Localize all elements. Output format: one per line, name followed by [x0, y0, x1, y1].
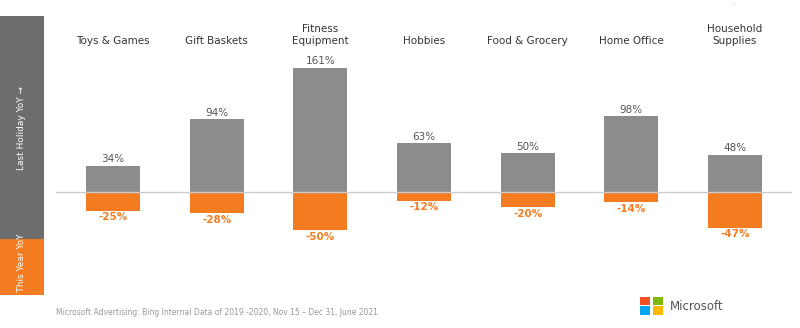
- Text: Household
Supplies: Household Supplies: [707, 24, 762, 46]
- Bar: [397, 143, 451, 192]
- Text: Food & Grocery: Food & Grocery: [487, 36, 568, 46]
- Bar: [501, 192, 554, 207]
- Bar: [86, 192, 140, 211]
- Bar: [190, 119, 244, 192]
- Bar: [86, 166, 140, 192]
- Text: Microsoft Advertising: Bing Internal Data of 2019 -2020, Nov 15 – Dec 31, June 2: Microsoft Advertising: Bing Internal Dat…: [56, 308, 378, 317]
- Text: .: .: [734, 0, 737, 7]
- Text: Gift Baskets: Gift Baskets: [186, 36, 248, 46]
- Bar: [604, 116, 658, 192]
- Bar: [708, 192, 762, 228]
- Text: Toys & Games: Toys & Games: [76, 36, 150, 46]
- Text: 98%: 98%: [620, 105, 643, 115]
- Bar: [190, 192, 244, 213]
- Bar: [294, 68, 347, 192]
- Text: 94%: 94%: [205, 108, 228, 118]
- Text: -14%: -14%: [617, 204, 646, 214]
- Text: Home Office: Home Office: [599, 36, 664, 46]
- Text: 161%: 161%: [306, 56, 335, 66]
- Bar: [708, 155, 762, 192]
- Text: ← This Year YoY: ← This Year YoY: [18, 233, 26, 301]
- Text: 63%: 63%: [413, 132, 435, 142]
- Text: 50%: 50%: [516, 142, 539, 152]
- Text: -25%: -25%: [98, 213, 128, 222]
- Text: Last Holiday YoY →: Last Holiday YoY →: [18, 86, 26, 170]
- Bar: [294, 192, 347, 230]
- Text: 48%: 48%: [723, 143, 746, 153]
- Text: -50%: -50%: [306, 232, 335, 242]
- Bar: [501, 153, 554, 192]
- Text: -28%: -28%: [202, 215, 231, 225]
- Bar: [397, 192, 451, 201]
- Text: -47%: -47%: [720, 229, 750, 239]
- Text: -12%: -12%: [410, 202, 438, 213]
- Text: 34%: 34%: [102, 154, 125, 164]
- Bar: [604, 192, 658, 202]
- Text: -20%: -20%: [513, 209, 542, 219]
- Text: Hobbies: Hobbies: [403, 36, 445, 46]
- Text: Microsoft: Microsoft: [670, 300, 723, 313]
- Text: Fitness
Equipment: Fitness Equipment: [292, 24, 349, 46]
